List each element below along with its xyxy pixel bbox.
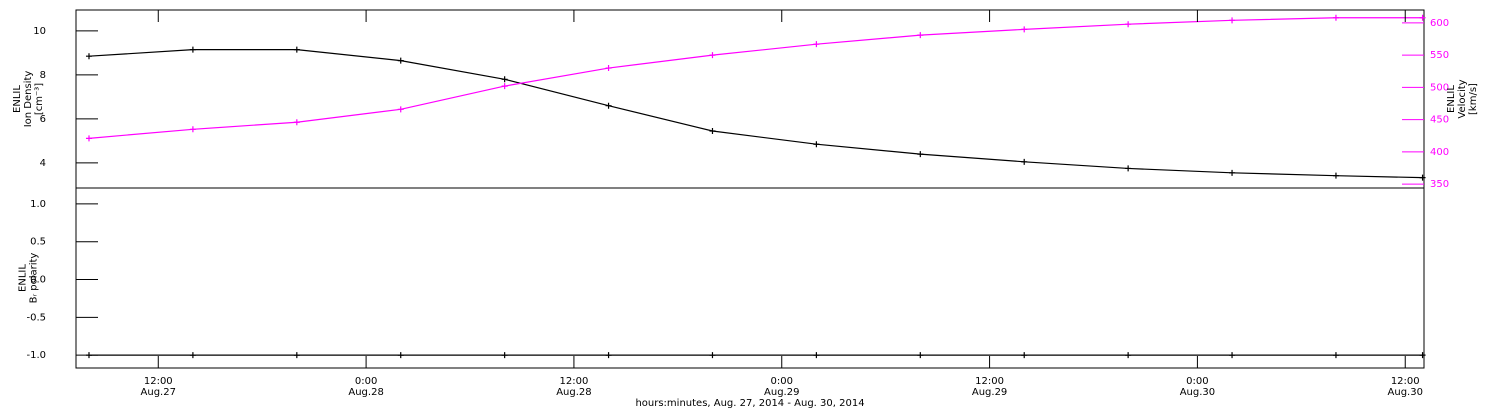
y-axis-label: ENLIL [12, 85, 23, 113]
series-line [88, 49, 1423, 179]
data-point [85, 53, 92, 60]
plot-frame [75, 187, 1425, 369]
y-tick-label: 0.0 [30, 275, 46, 286]
data-point [1125, 21, 1132, 28]
data-point [1021, 352, 1028, 359]
data-point [1419, 352, 1426, 359]
y-tick-label: -1.0 [26, 350, 46, 361]
data-point [397, 57, 404, 64]
data-point [293, 352, 300, 359]
data-point [501, 83, 508, 90]
data-point [709, 52, 716, 59]
x-tick-label: 12:00 [975, 376, 1004, 387]
data-point [1332, 172, 1339, 179]
x-tick-date: Aug.29 [764, 387, 799, 398]
y2-axis-label: ENLIL [1446, 85, 1457, 113]
y-tick-label: 8 [40, 70, 46, 81]
data-point [605, 65, 612, 72]
data-point [917, 352, 924, 359]
data-point [605, 352, 612, 359]
data-point [189, 126, 196, 133]
data-point [1419, 14, 1426, 21]
data-point [1332, 352, 1339, 359]
x-tick-date: Aug.28 [556, 387, 591, 398]
data-point [293, 46, 300, 53]
y-axis-label: [cm⁻³] [34, 83, 45, 115]
data-point [189, 352, 196, 359]
data-point [1021, 158, 1028, 165]
data-point [1125, 352, 1132, 359]
x-tick-date: Aug.28 [348, 387, 383, 398]
data-point [293, 119, 300, 126]
y2-tick-label: 600 [1430, 18, 1449, 29]
y-axis-label: ENLIL [18, 264, 29, 292]
x-tick-label: 0:00 [355, 376, 377, 387]
data-point [813, 41, 820, 48]
data-point [85, 135, 92, 142]
y-tick-label: 6 [40, 114, 46, 125]
x-tick-label: 12:00 [144, 376, 173, 387]
data-point [501, 352, 508, 359]
data-point [709, 128, 716, 135]
y2-tick-label: 400 [1430, 147, 1449, 158]
data-point [397, 106, 404, 113]
data-point [1021, 26, 1028, 33]
y2-tick-label: 450 [1430, 115, 1449, 126]
y-tick-label: 10 [33, 26, 46, 37]
data-point [1229, 169, 1236, 176]
data-point [501, 76, 508, 83]
x-axis-label: hours:minutes, Aug. 27, 2014 - Aug. 30, … [635, 398, 864, 409]
series-line [88, 17, 1423, 139]
data-point [709, 352, 716, 359]
y2-tick-label: 350 [1430, 179, 1449, 190]
data-point [1332, 14, 1339, 21]
y2-tick-label: 500 [1430, 82, 1449, 93]
x-tick-label: 0:00 [1186, 376, 1208, 387]
x-tick-date: Aug.30 [1180, 387, 1215, 398]
x-tick-label: 12:00 [1391, 376, 1420, 387]
data-point [1229, 17, 1236, 24]
data-point [605, 102, 612, 109]
y-tick-label: 0.5 [30, 237, 46, 248]
x-tick-date: Aug.30 [1388, 387, 1423, 398]
data-point [397, 352, 404, 359]
y2-axis-label: [km/s] [1468, 83, 1479, 115]
data-point [917, 151, 924, 158]
data-point [1125, 165, 1132, 172]
y-axis-label: Ion Density [23, 71, 34, 128]
data-point [917, 32, 924, 39]
data-point [1229, 352, 1236, 359]
data-point [189, 46, 196, 53]
x-tick-date: Aug.29 [972, 387, 1007, 398]
y-axis-label: Bᵣ polarity [29, 253, 40, 304]
y-tick-label: 4 [40, 158, 46, 169]
x-tick-date: Aug.27 [141, 387, 176, 398]
x-tick-label: 0:00 [771, 376, 793, 387]
data-point [813, 141, 820, 148]
y2-axis-label: Velocity [1457, 79, 1468, 118]
x-tick-label: 12:00 [560, 376, 589, 387]
data-point [1419, 174, 1426, 181]
y-tick-label: -0.5 [26, 312, 46, 323]
data-point [85, 352, 92, 359]
data-point [813, 352, 820, 359]
y-tick-label: 1.0 [30, 199, 46, 210]
y2-tick-label: 550 [1430, 50, 1449, 61]
